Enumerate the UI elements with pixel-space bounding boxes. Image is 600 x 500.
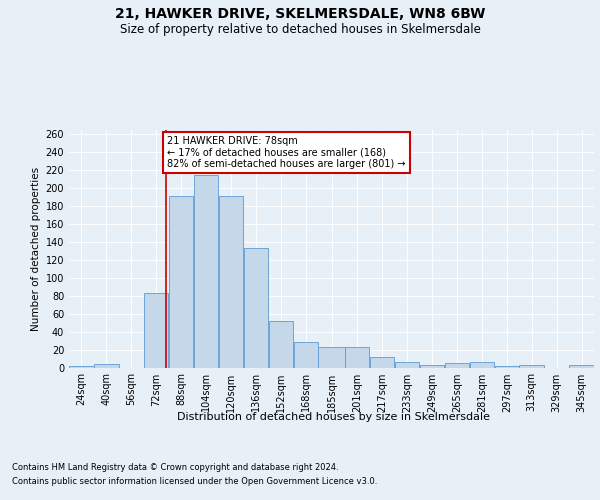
Bar xyxy=(370,356,394,368)
Text: Contains HM Land Registry data © Crown copyright and database right 2024.: Contains HM Land Registry data © Crown c… xyxy=(12,462,338,471)
Text: Distribution of detached houses by size in Skelmersdale: Distribution of detached houses by size … xyxy=(176,412,490,422)
Bar xyxy=(144,293,169,368)
Bar xyxy=(169,196,193,368)
Y-axis label: Number of detached properties: Number of detached properties xyxy=(31,166,41,331)
Bar xyxy=(470,362,494,368)
Bar xyxy=(219,196,243,368)
Bar xyxy=(345,347,370,368)
Bar xyxy=(269,321,293,368)
Bar xyxy=(395,362,419,368)
Bar xyxy=(194,175,218,368)
Bar xyxy=(420,365,444,368)
Text: Size of property relative to detached houses in Skelmersdale: Size of property relative to detached ho… xyxy=(119,22,481,36)
Bar xyxy=(520,365,544,368)
Text: 21 HAWKER DRIVE: 78sqm
← 17% of detached houses are smaller (168)
82% of semi-de: 21 HAWKER DRIVE: 78sqm ← 17% of detached… xyxy=(167,136,406,170)
Text: Contains public sector information licensed under the Open Government Licence v3: Contains public sector information licen… xyxy=(12,478,377,486)
Bar xyxy=(94,364,119,368)
Bar xyxy=(494,366,519,368)
Bar xyxy=(319,347,344,368)
Bar xyxy=(293,342,318,367)
Bar xyxy=(445,363,469,368)
Bar xyxy=(569,365,594,368)
Bar xyxy=(244,248,268,368)
Bar xyxy=(69,366,94,368)
Text: 21, HAWKER DRIVE, SKELMERSDALE, WN8 6BW: 21, HAWKER DRIVE, SKELMERSDALE, WN8 6BW xyxy=(115,8,485,22)
